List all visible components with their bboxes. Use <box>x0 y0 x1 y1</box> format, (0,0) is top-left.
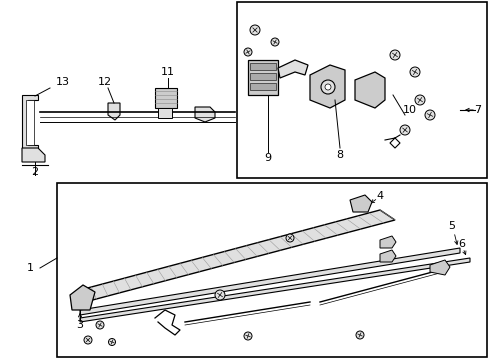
Circle shape <box>84 336 92 344</box>
Circle shape <box>355 331 363 339</box>
Circle shape <box>96 321 104 329</box>
Circle shape <box>244 332 251 340</box>
Circle shape <box>399 125 409 135</box>
Circle shape <box>108 338 115 346</box>
Polygon shape <box>22 148 45 162</box>
Circle shape <box>389 50 399 60</box>
Circle shape <box>414 95 424 105</box>
Text: 10: 10 <box>402 105 416 115</box>
Polygon shape <box>108 103 120 120</box>
Circle shape <box>285 234 293 242</box>
Polygon shape <box>309 65 345 108</box>
Text: 7: 7 <box>473 105 481 115</box>
Polygon shape <box>80 248 459 315</box>
Circle shape <box>270 38 279 46</box>
Text: 9: 9 <box>264 153 271 163</box>
Bar <box>249 63 275 70</box>
Polygon shape <box>70 285 95 310</box>
Text: 4: 4 <box>376 191 383 201</box>
Polygon shape <box>429 260 449 275</box>
Circle shape <box>409 67 419 77</box>
Bar <box>155 88 177 108</box>
Text: 12: 12 <box>98 77 112 87</box>
Bar <box>249 83 275 90</box>
Text: 11: 11 <box>161 67 175 77</box>
Circle shape <box>424 110 434 120</box>
Text: 5: 5 <box>447 221 454 231</box>
Bar <box>247 60 278 95</box>
Polygon shape <box>349 195 371 212</box>
Text: 3: 3 <box>76 320 83 330</box>
Text: 2: 2 <box>31 167 39 177</box>
Polygon shape <box>354 72 384 108</box>
Bar <box>57 183 486 357</box>
Circle shape <box>320 80 334 94</box>
Polygon shape <box>379 250 395 262</box>
Text: 1: 1 <box>26 263 34 273</box>
Polygon shape <box>26 100 34 145</box>
Bar <box>158 108 172 118</box>
Text: 13: 13 <box>56 77 70 87</box>
Polygon shape <box>195 107 215 122</box>
Circle shape <box>215 290 224 300</box>
Polygon shape <box>22 95 38 150</box>
Polygon shape <box>379 236 395 248</box>
Bar <box>237 2 486 178</box>
Circle shape <box>325 84 330 90</box>
Text: 6: 6 <box>458 239 465 249</box>
Polygon shape <box>278 60 307 78</box>
Circle shape <box>249 25 260 35</box>
Bar <box>249 73 275 80</box>
Polygon shape <box>80 210 394 302</box>
Text: 8: 8 <box>336 150 343 160</box>
Polygon shape <box>80 258 469 322</box>
Circle shape <box>244 48 251 56</box>
